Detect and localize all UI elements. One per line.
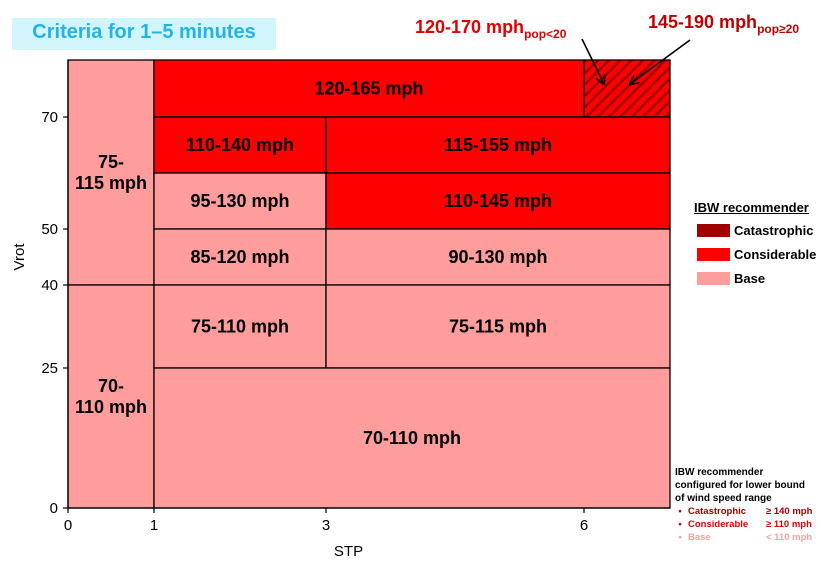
annotation-arrow: [581, 38, 604, 84]
chart-cell: [153, 59, 585, 118]
cell-label: 95-130 mph: [190, 191, 289, 211]
cell-label: 70-110 mph: [75, 376, 147, 417]
cell-label-line: 90-130 mph: [448, 247, 547, 267]
legend-swatch-catastrophic: [697, 224, 730, 237]
cell-label-line: 75-110 mph: [191, 317, 289, 337]
legend-item-base: Base: [692, 270, 832, 287]
legend-swatch-considerable: [697, 248, 730, 261]
note-threshold: ≥ 110 mph: [766, 519, 812, 530]
legend-label: Base: [734, 271, 766, 286]
chart-cell: [583, 59, 671, 118]
chart-cell: [153, 228, 327, 286]
annotation-subscript: pop≥20: [757, 22, 799, 36]
chart-cell: [325, 284, 671, 369]
legend-title: IBW recommender: [694, 200, 809, 215]
chart-cell: [325, 116, 671, 174]
cell-label: 110-140 mph: [186, 135, 294, 155]
x-axis-label: STP: [334, 543, 363, 560]
cell-label: 115-155 mph: [444, 135, 552, 155]
x-tick-label: 1: [150, 517, 158, 534]
legend-item-considerable: Considerable: [692, 246, 832, 263]
cell-label-line: 110-145 mph: [444, 191, 552, 211]
chart-cell: [153, 284, 327, 369]
chart-cell: [325, 172, 671, 230]
cell-label: 75-115 mph: [75, 152, 147, 193]
cell-label: 85-120 mph: [190, 247, 289, 267]
cell-label-line: 110 mph: [75, 397, 147, 417]
legend-label: Catastrophic: [734, 223, 814, 238]
cell-label-line: 120-165 mph: [314, 79, 423, 99]
cell-label: 70-110 mph: [363, 428, 461, 448]
cell-label: 75-110 mph: [191, 317, 289, 337]
legend-swatch-base: [697, 272, 730, 285]
note-threshold: < 110 mph: [766, 532, 813, 543]
note-name: Catastrophic: [688, 506, 747, 517]
bullet-icon: •: [678, 519, 682, 530]
legend-label: Considerable: [734, 247, 817, 262]
chart-cell: [153, 172, 327, 230]
y-tick-label: 0: [50, 500, 58, 517]
cell-label-line: 95-130 mph: [190, 191, 289, 211]
annotation-text: 145-190 mph: [648, 12, 757, 32]
note: IBW recommender configured for lower bou…: [675, 466, 833, 544]
chart-cell: [153, 116, 327, 174]
bullet-icon: •: [678, 506, 682, 517]
x-tick-label: 3: [322, 517, 330, 534]
legend-item-catastrophic: Catastrophic: [692, 222, 832, 239]
bullet-icon: •: [678, 532, 682, 543]
title-box: Criteria for 1–5 minutes: [12, 18, 276, 50]
note-item-base: • Base < 110 mph: [675, 531, 833, 544]
annotation-subscript: pop<20: [524, 27, 567, 41]
note-line: configured for lower bound: [675, 480, 805, 491]
note-item-considerable: • Considerable ≥ 110 mph: [675, 518, 833, 531]
y-axis-label: Vrot: [11, 243, 28, 271]
legend: IBW recommender Catastrophic Considerabl…: [692, 200, 832, 287]
cell-label-line: 85-120 mph: [190, 247, 289, 267]
chart-cell: [153, 367, 671, 509]
annotation-arrow: [630, 39, 691, 84]
x-tick-label: 6: [580, 517, 588, 534]
cell-label: 120-165 mph: [314, 79, 423, 99]
cell-label: 90-130 mph: [448, 247, 547, 267]
chart-cell: [325, 228, 671, 286]
note-threshold: ≥ 140 mph: [766, 506, 813, 517]
cell-label-line: 75-: [98, 152, 124, 172]
annotation-text: 120-170 mph: [415, 17, 524, 37]
note-line: of wind speed range: [675, 493, 772, 504]
chart-title: Criteria for 1–5 minutes: [32, 21, 256, 43]
cell-label: 110-145 mph: [444, 191, 552, 211]
cell-label-line: 115-155 mph: [444, 135, 552, 155]
cell-label-line: 110-140 mph: [186, 135, 294, 155]
annotation-label: 120-170 mphpop<20: [415, 17, 567, 41]
y-tick-label: 70: [41, 109, 58, 126]
cell-label-line: 70-: [98, 376, 124, 396]
cell-label-line: 115 mph: [75, 173, 147, 193]
note-item-catastrophic: • Catastrophic ≥ 140 mph: [675, 505, 833, 518]
cell-label-line: 75-115 mph: [449, 317, 547, 337]
note-name: Considerable: [688, 519, 749, 530]
note-name: Base: [688, 532, 711, 543]
annotation-label: 145-190 mphpop≥20: [648, 12, 799, 36]
chart-cell: [67, 59, 155, 286]
y-tick-label: 50: [41, 221, 58, 238]
x-tick-label: 0: [64, 517, 72, 534]
cell-label: 75-115 mph: [449, 317, 547, 337]
y-tick-label: 25: [41, 360, 58, 377]
note-line: IBW recommender: [675, 467, 764, 478]
cell-label-line: 70-110 mph: [363, 428, 461, 448]
y-tick-label: 40: [41, 277, 58, 294]
